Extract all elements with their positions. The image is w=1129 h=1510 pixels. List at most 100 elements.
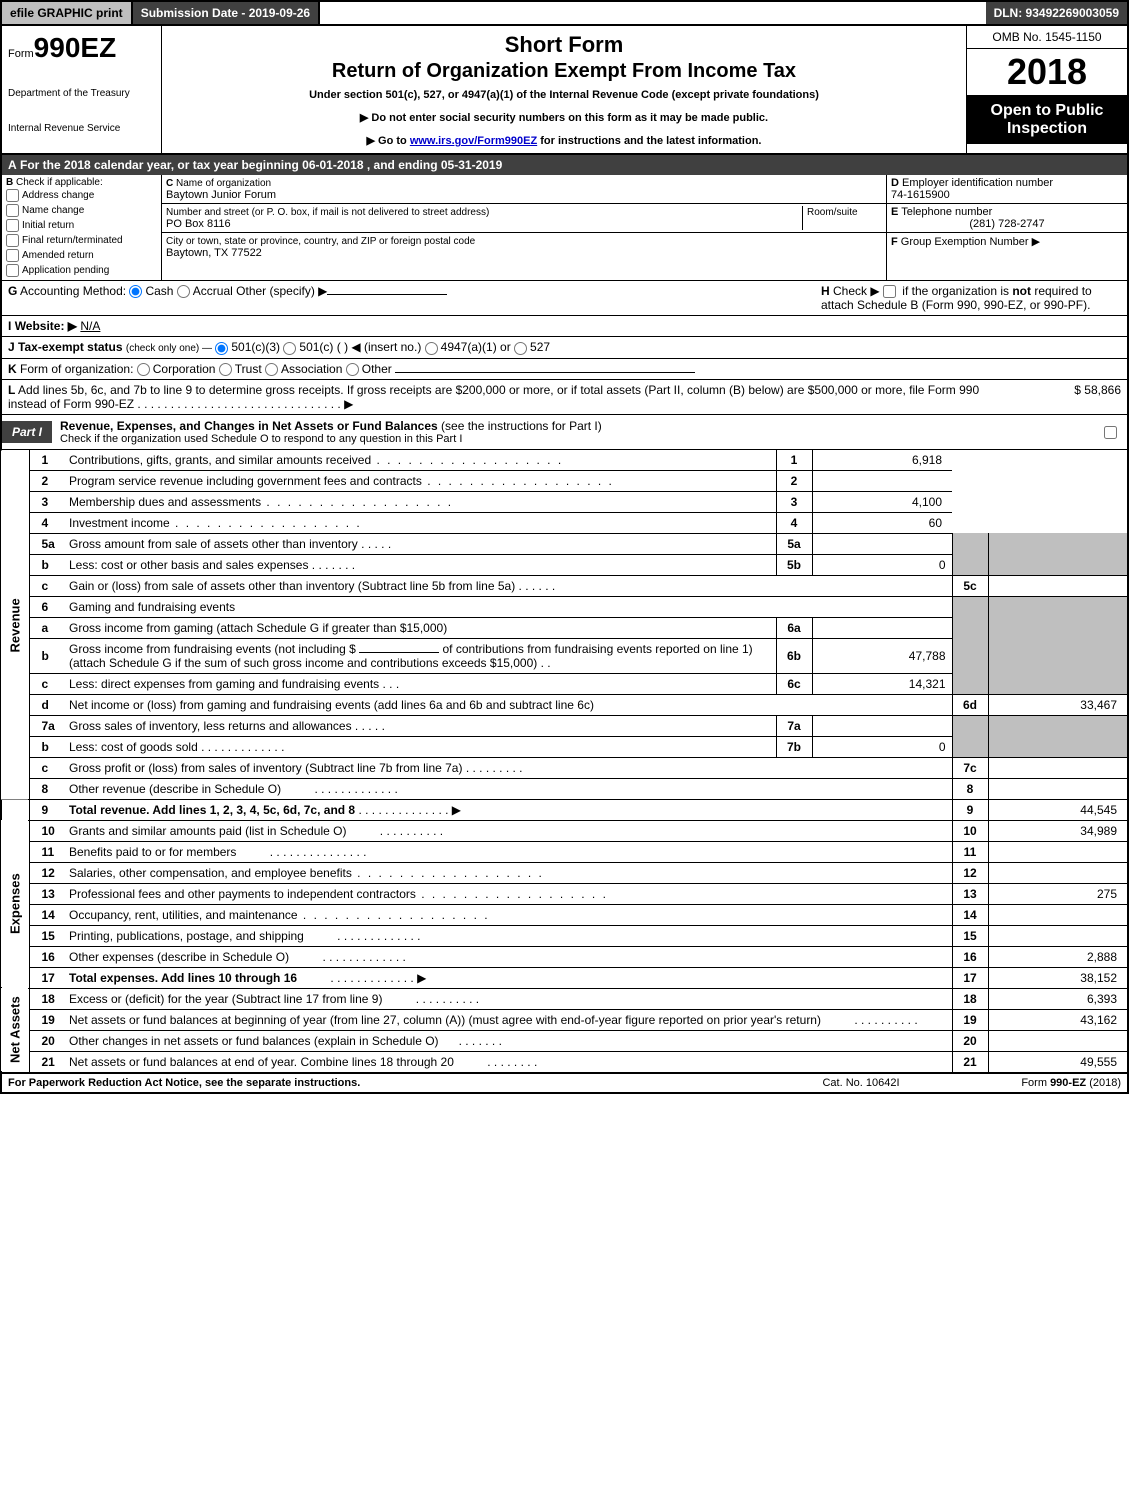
rn1: 1 — [776, 450, 812, 471]
part1-tag: Part I — [2, 421, 52, 443]
top-bar: efile GRAPHIC print Submission Date - 20… — [0, 0, 1129, 24]
block-bcdef: B Check if applicable: Address change Na… — [0, 175, 1129, 281]
v3: 4,100 — [812, 491, 952, 512]
t7a: Gross sales of inventory, less returns a… — [69, 719, 352, 733]
radio-other-org[interactable] — [346, 363, 359, 376]
g-block: G Accounting Method: Cash Accrual Other … — [8, 284, 821, 312]
d3: Membership dues and assessments — [65, 491, 776, 512]
dept-treasury: Department of the Treasury — [8, 88, 155, 99]
form-prefix: Form — [8, 48, 34, 60]
radio-501c3[interactable] — [215, 342, 228, 355]
u6b — [359, 652, 439, 653]
radio-527[interactable] — [514, 342, 527, 355]
chk-schedule-o[interactable] — [1104, 426, 1117, 439]
h-txt2: if the organization is — [902, 284, 1012, 298]
radio-cash[interactable] — [129, 285, 142, 298]
tax-year: 2018 — [967, 49, 1127, 96]
t5a: Gross amount from sale of assets other t… — [69, 537, 358, 551]
t18: Excess or (deficit) for the year (Subtra… — [69, 992, 382, 1006]
rn4: 4 — [776, 512, 812, 533]
t19: Net assets or fund balances at beginning… — [69, 1013, 821, 1027]
radio-accrual[interactable] — [177, 285, 190, 298]
header-left: Form990EZ Department of the Treasury Int… — [2, 26, 162, 153]
chk-application-pending[interactable] — [6, 264, 19, 277]
v16: 2,888 — [988, 946, 1128, 967]
c-name: Baytown Junior Forum — [166, 189, 276, 201]
sn6a: 6a — [776, 617, 812, 638]
lbl-address-change: Address change — [22, 190, 94, 201]
row-gh: G Accounting Method: Cash Accrual Other … — [0, 281, 1129, 316]
under-section: Under section 501(c), 527, or 4947(a)(1)… — [172, 89, 956, 101]
radio-4947[interactable] — [425, 342, 438, 355]
omb-number: OMB No. 1545-1150 — [967, 26, 1127, 49]
f-block: F Group Exemption Number ▶ — [887, 233, 1127, 250]
lbl-trust: Trust — [235, 362, 262, 376]
chk-final-return[interactable] — [6, 234, 19, 247]
n19: 19 — [29, 1009, 65, 1030]
radio-trust[interactable] — [219, 363, 232, 376]
i-val: N/A — [80, 319, 100, 333]
n20: 20 — [29, 1030, 65, 1051]
d19: Net assets or fund balances at beginning… — [65, 1009, 952, 1030]
t20: Other changes in net assets or fund bala… — [69, 1034, 439, 1048]
a-mid: , and ending — [367, 158, 441, 172]
n7c: c — [29, 757, 65, 778]
chk-name-change[interactable] — [6, 204, 19, 217]
d4: Investment income — [65, 512, 776, 533]
d15: Printing, publications, postage, and shi… — [65, 925, 952, 946]
lbl-application-pending: Application pending — [22, 265, 109, 276]
t11: Benefits paid to or for members — [69, 845, 236, 859]
page-footer: For Paperwork Reduction Act Notice, see … — [0, 1073, 1129, 1094]
chk-h[interactable] — [883, 285, 896, 298]
n1: 1 — [29, 450, 65, 471]
n6b: b — [29, 638, 65, 673]
lbl-527: 527 — [530, 340, 550, 354]
t8: Other revenue (describe in Schedule O) — [69, 782, 281, 796]
c-city-lbl: City or town, state or province, country… — [166, 236, 475, 247]
goto-line: ▶ Go to www.irs.gov/Form990EZ for instru… — [172, 134, 956, 147]
d12: Salaries, other compensation, and employ… — [65, 862, 952, 883]
col-def: D Employer identification number 74-1615… — [887, 175, 1127, 280]
rn20: 20 — [952, 1030, 988, 1051]
efile-print-button[interactable]: efile GRAPHIC print — [2, 2, 133, 24]
goto-link[interactable]: www.irs.gov/Form990EZ — [410, 135, 537, 147]
radio-assoc[interactable] — [265, 363, 278, 376]
chk-amended-return[interactable] — [6, 249, 19, 262]
d10: Grants and similar amounts paid (list in… — [65, 820, 952, 841]
v7c — [988, 757, 1128, 778]
d5b: Less: cost or other basis and sales expe… — [65, 554, 776, 575]
t7c: Gross profit or (loss) from sales of inv… — [69, 761, 462, 775]
radio-corp[interactable] — [137, 363, 150, 376]
d7a: Gross sales of inventory, less returns a… — [65, 715, 776, 736]
rn6d: 6d — [952, 694, 988, 715]
lbl-other-org: Other — [362, 362, 392, 376]
submission-date-button[interactable]: Submission Date - 2019-09-26 — [133, 2, 320, 24]
line-a: A For the 2018 calendar year, or tax yea… — [0, 155, 1129, 175]
n5a: 5a — [29, 533, 65, 554]
v18: 6,393 — [988, 988, 1128, 1009]
d11: Benefits paid to or for members . . . . … — [65, 841, 952, 862]
lbl-assoc: Association — [281, 362, 342, 376]
lbl-name-change: Name change — [22, 205, 84, 216]
part1-header: Part I Revenue, Expenses, and Changes in… — [0, 415, 1129, 450]
chk-initial-return[interactable] — [6, 219, 19, 232]
sn7a: 7a — [776, 715, 812, 736]
rn9: 9 — [952, 799, 988, 820]
c-name-block: C Name of organization Baytown Junior Fo… — [162, 175, 886, 204]
l-arrow: ▶ — [344, 397, 353, 411]
n21: 21 — [29, 1051, 65, 1072]
v4: 60 — [812, 512, 952, 533]
chk-address-change[interactable] — [6, 189, 19, 202]
v8 — [988, 778, 1128, 799]
radio-501c[interactable] — [283, 342, 296, 355]
rn12: 12 — [952, 862, 988, 883]
d-val: 74-1615900 — [891, 189, 950, 201]
d18: Excess or (deficit) for the year (Subtra… — [65, 988, 952, 1009]
col-c: C Name of organization Baytown Junior Fo… — [162, 175, 887, 280]
row-i: I Website: ▶ N/A — [0, 316, 1129, 337]
t6b1: Gross income from fundraising events (no… — [69, 642, 356, 656]
l-val: $ 58,866 — [1021, 383, 1121, 411]
col-b: B Check if applicable: Address change Na… — [2, 175, 162, 280]
t6c: Less: direct expenses from gaming and fu… — [69, 677, 379, 691]
lbl-4947: 4947(a)(1) or — [441, 340, 511, 354]
